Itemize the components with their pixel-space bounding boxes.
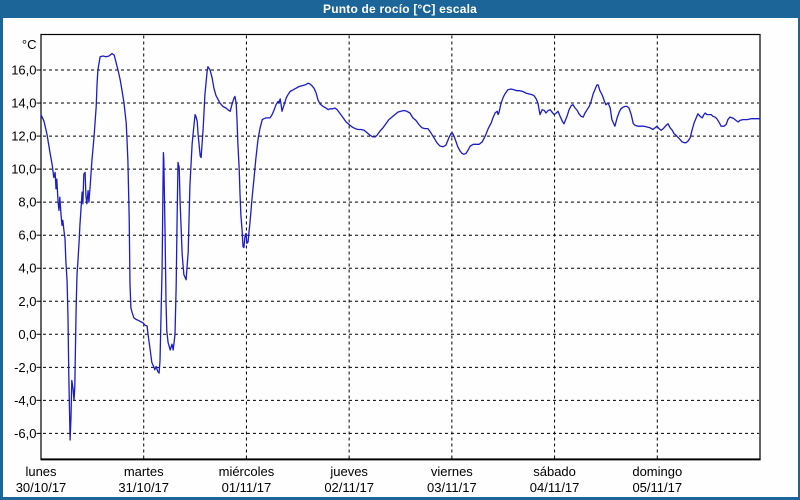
series-punto-de-rocío xyxy=(40,52,761,441)
x-day-name: martes xyxy=(124,464,164,479)
x-day-name: sábado xyxy=(533,464,576,479)
y-axis-unit-label: °C xyxy=(22,37,37,52)
y-axis-unit: °C xyxy=(22,37,37,52)
x-day-date: 31/10/17 xyxy=(118,480,169,495)
y-axis-labels: 16,0 14,0 12,0 10,0 8,0 6,0 4,0 2,0 0,0 -2,0 -4,0 -… xyxy=(11,63,36,441)
x-day-date: 30/10/17 xyxy=(16,480,67,495)
y-tick-label: 8,0 xyxy=(18,195,36,210)
x-day-date: 02/11/17 xyxy=(324,480,374,495)
y-tick-label: 12,0 xyxy=(11,129,36,144)
v-gridlines xyxy=(143,35,658,459)
dewpoint-line xyxy=(40,52,761,441)
x-day-name: jueves xyxy=(329,464,368,479)
window-title: Punto de rocío [°C] escala xyxy=(322,2,478,16)
x-day-date: 04/11/17 xyxy=(530,480,580,495)
y-tick-label: 10,0 xyxy=(11,162,36,177)
h-gridlines xyxy=(43,69,759,434)
y-tick-label: -6,0 xyxy=(14,426,36,441)
y-tick-label: 2,0 xyxy=(18,294,36,309)
x-day-name: miércoles xyxy=(219,464,275,479)
y-tick-label: 6,0 xyxy=(18,228,36,243)
y-tick-label: 14,0 xyxy=(11,96,36,111)
x-day-date: 05/11/17 xyxy=(632,480,682,495)
x-day-name: domingo xyxy=(632,464,682,479)
window-frame-bottom xyxy=(0,497,800,500)
window-frame-right xyxy=(798,0,800,500)
y-tick-label: 4,0 xyxy=(18,261,36,276)
y-tick-label: 16,0 xyxy=(11,63,36,78)
y-tick-label: -4,0 xyxy=(14,393,36,408)
y-tick-label: 0,0 xyxy=(18,327,36,342)
window-frame-left xyxy=(0,0,3,500)
x-day-name: viernes xyxy=(431,464,473,479)
x-day-name: lunes xyxy=(25,464,57,479)
plot-border xyxy=(40,33,761,461)
y-axis-ticks xyxy=(36,69,41,434)
window-titlebar: Punto de rocío [°C] escala xyxy=(0,0,800,18)
y-tick-label: -2,0 xyxy=(14,360,36,375)
x-day-date: 03/11/17 xyxy=(427,480,477,495)
x-day-date: 01/11/17 xyxy=(222,480,272,495)
